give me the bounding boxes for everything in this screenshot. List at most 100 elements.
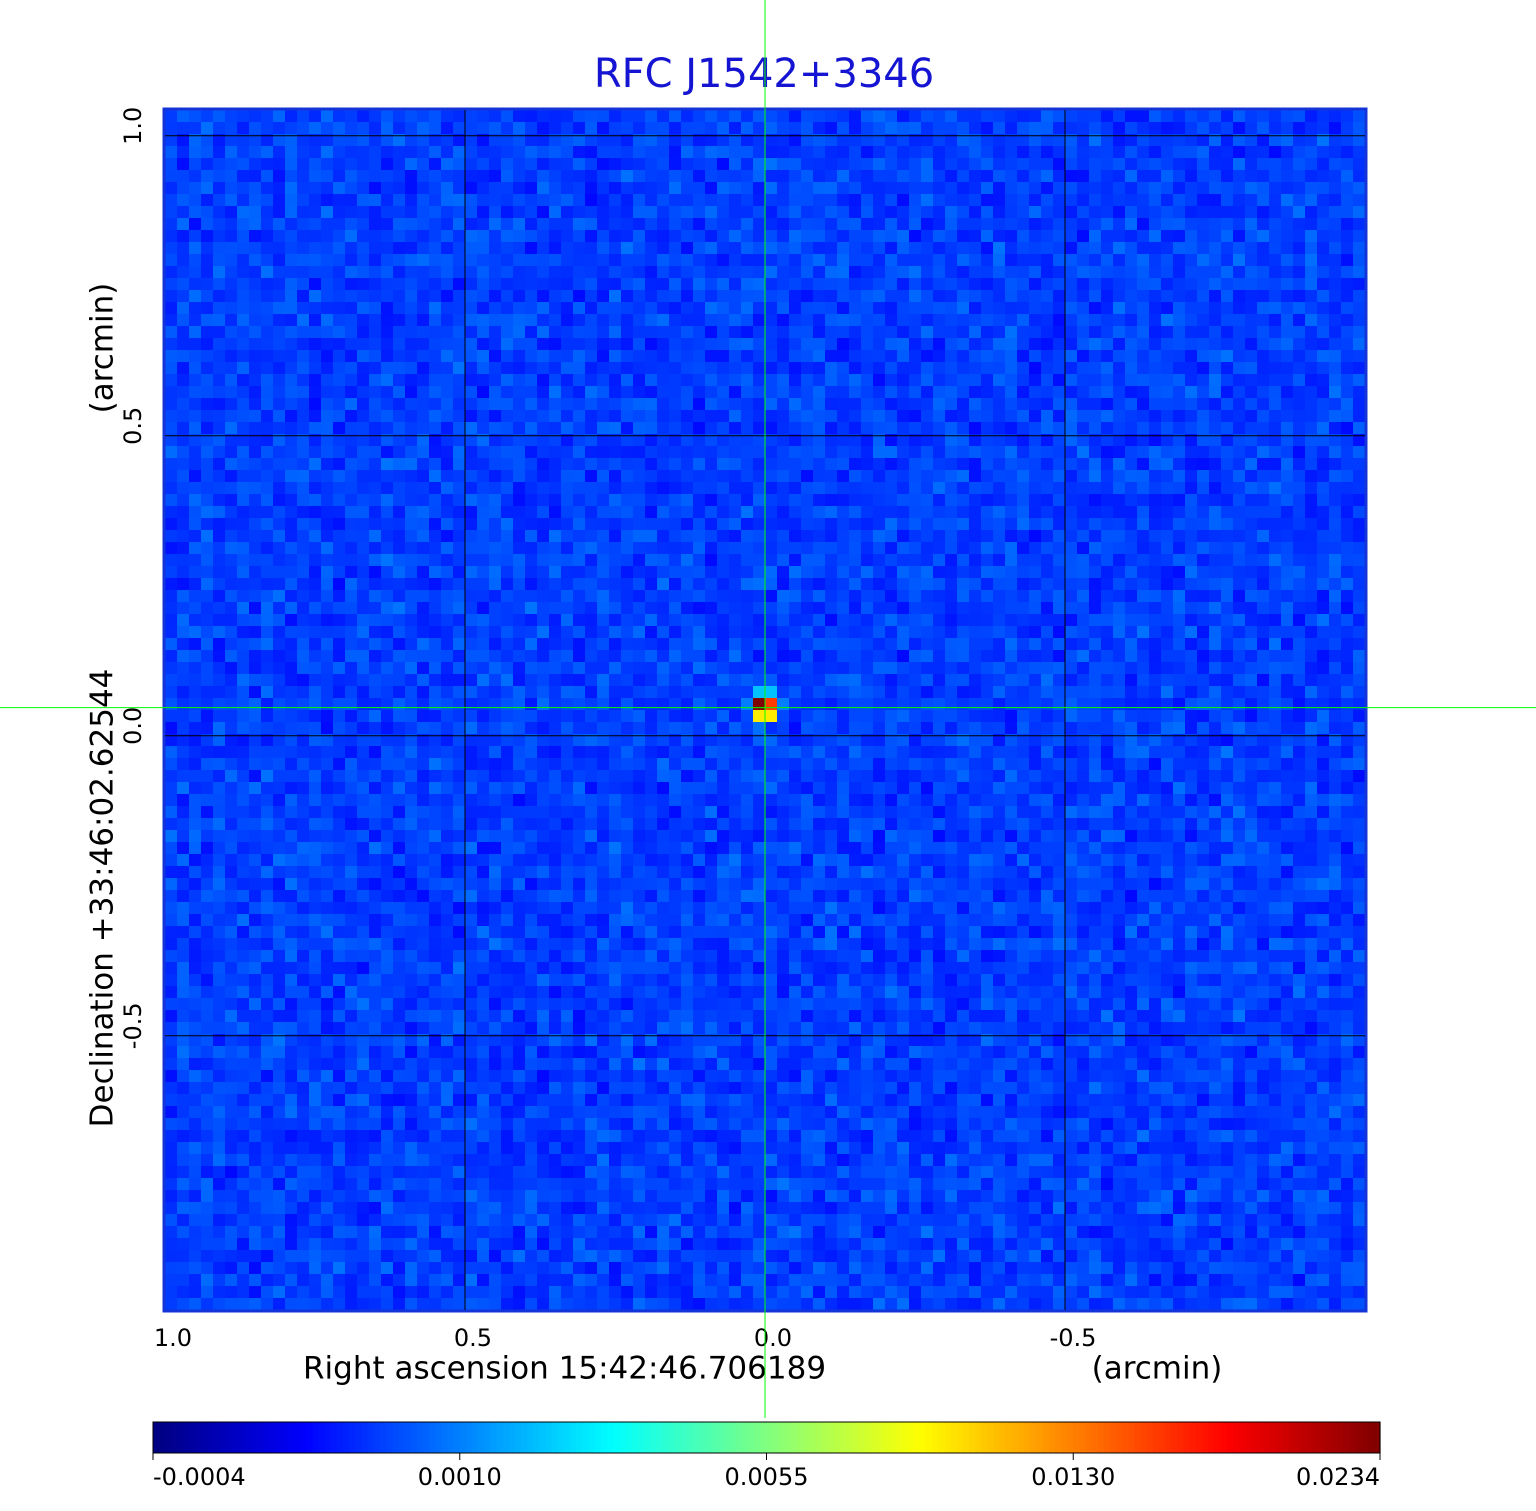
pixel: [429, 410, 442, 423]
pixel: [1113, 542, 1126, 555]
pixel: [837, 158, 850, 171]
pixel: [801, 386, 814, 399]
pixel: [861, 458, 874, 471]
pixel: [1257, 110, 1270, 123]
pixel: [393, 122, 406, 135]
pixel: [789, 638, 802, 651]
pixel: [1197, 494, 1210, 507]
pixel: [1053, 542, 1066, 555]
pixel: [957, 518, 970, 531]
pixel: [909, 602, 922, 615]
pixel: [1113, 506, 1126, 519]
pixel: [1197, 242, 1210, 255]
pixel: [201, 410, 214, 423]
pixel: [657, 266, 670, 279]
pixel: [765, 494, 778, 507]
pixel: [777, 554, 790, 567]
pixel: [897, 686, 910, 699]
pixel: [489, 578, 502, 591]
pixel: [933, 158, 946, 171]
pixel: [717, 554, 730, 567]
pixel: [1293, 542, 1306, 555]
pixel: [969, 698, 982, 711]
pixel: [1053, 662, 1066, 675]
pixel: [717, 326, 730, 339]
pixel: [789, 578, 802, 591]
pixel: [297, 626, 310, 639]
pixel: [429, 146, 442, 159]
pixel: [597, 374, 610, 387]
pixel: [1245, 206, 1258, 219]
pixel: [1221, 398, 1234, 411]
pixel: [633, 578, 646, 591]
pixel: [645, 326, 658, 339]
pixel: [489, 638, 502, 651]
pixel: [861, 362, 874, 375]
pixel: [897, 242, 910, 255]
pixel: [453, 626, 466, 639]
pixel: [801, 662, 814, 675]
pixel: [249, 182, 262, 195]
pixel: [1065, 614, 1078, 627]
pixel: [525, 278, 538, 291]
pixel: [345, 602, 358, 615]
pixel: [945, 326, 958, 339]
pixel: [561, 434, 574, 447]
pixel: [921, 590, 934, 603]
pixel: [993, 194, 1006, 207]
pixel: [1317, 506, 1330, 519]
pixel: [1149, 410, 1162, 423]
pixel: [693, 254, 706, 267]
pixel: [369, 506, 382, 519]
pixel: [213, 698, 226, 711]
pixel: [1197, 650, 1210, 663]
pixel: [873, 314, 886, 327]
pixel: [573, 578, 586, 591]
pixel: [489, 362, 502, 375]
pixel: [1125, 314, 1138, 327]
pixel: [177, 506, 190, 519]
pixel: [1029, 146, 1042, 159]
pixel: [1077, 542, 1090, 555]
pixel: [561, 410, 574, 423]
pixel: [1245, 566, 1258, 579]
pixel: [345, 482, 358, 495]
pixel: [357, 554, 370, 567]
pixel: [729, 458, 742, 471]
pixel: [1041, 278, 1054, 291]
pixel: [549, 290, 562, 303]
pixel: [1137, 614, 1150, 627]
pixel: [213, 446, 226, 459]
pixel: [861, 530, 874, 543]
pixel: [693, 218, 706, 231]
pixel: [1185, 494, 1198, 507]
pixel: [621, 302, 634, 315]
pixel: [921, 566, 934, 579]
pixel: [909, 410, 922, 423]
pixel: [789, 470, 802, 483]
pixel: [189, 434, 202, 447]
pixel: [381, 650, 394, 663]
pixel: [1137, 650, 1150, 663]
pixel: [693, 146, 706, 159]
pixel: [729, 422, 742, 435]
pixel: [1185, 386, 1198, 399]
pixel: [405, 686, 418, 699]
pixel: [1089, 386, 1102, 399]
pixel: [1281, 506, 1294, 519]
pixel: [201, 686, 214, 699]
pixel: [921, 158, 934, 171]
pixel: [1137, 314, 1150, 327]
pixel: [1053, 386, 1066, 399]
pixel: [1281, 266, 1294, 279]
pixel: [1269, 602, 1282, 615]
pixel: [645, 314, 658, 327]
pixel: [861, 350, 874, 363]
pixel: [741, 242, 754, 255]
pixel: [189, 278, 202, 291]
pixel: [741, 518, 754, 531]
pixel: [525, 410, 538, 423]
pixel: [753, 590, 766, 603]
pixel: [1017, 374, 1030, 387]
pixel: [729, 170, 742, 183]
